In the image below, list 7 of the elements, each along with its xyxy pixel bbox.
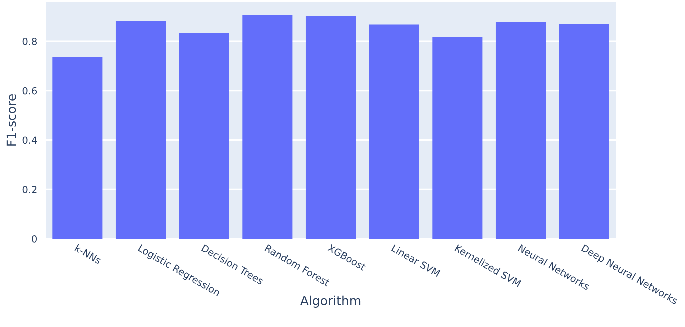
y-axis-title: F1-score (6, 94, 16, 146)
y-tick-label: 0 (32, 235, 38, 243)
x-axis-title: Algorithm (300, 296, 361, 308)
y-tick-label: 0.2 (22, 186, 37, 194)
y-tick-label: 0.4 (22, 136, 38, 144)
y-tick-label: 0.8 (22, 38, 37, 46)
y-tick-label: 0.6 (22, 87, 38, 95)
